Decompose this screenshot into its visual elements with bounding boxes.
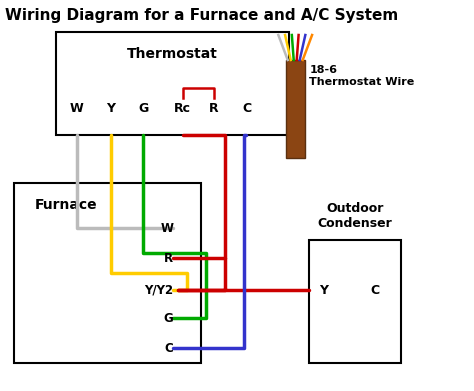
Text: Y: Y (106, 102, 115, 115)
Text: Rc: Rc (174, 102, 191, 115)
Text: W: W (70, 102, 84, 115)
Text: G: G (138, 102, 148, 115)
Text: R: R (209, 102, 219, 115)
Bar (286, 60, 305, 158)
Text: C: C (164, 341, 173, 355)
Bar (56, 32, 289, 135)
Text: W: W (160, 221, 173, 235)
Text: R: R (164, 251, 173, 264)
Text: Thermostat: Thermostat (127, 47, 218, 61)
Text: C: C (370, 283, 379, 296)
Text: Furnace: Furnace (34, 198, 97, 212)
Text: Y: Y (319, 283, 328, 296)
Text: Y/Y2: Y/Y2 (144, 283, 173, 296)
Text: G: G (164, 312, 173, 325)
Bar (309, 240, 401, 363)
Text: Outdoor
Condenser: Outdoor Condenser (318, 202, 392, 230)
Text: 18-6
Thermostat Wire: 18-6 Thermostat Wire (309, 65, 415, 86)
Bar (14, 183, 201, 363)
Text: Wiring Diagram for a Furnace and A/C System: Wiring Diagram for a Furnace and A/C Sys… (5, 8, 398, 23)
Text: C: C (242, 102, 251, 115)
